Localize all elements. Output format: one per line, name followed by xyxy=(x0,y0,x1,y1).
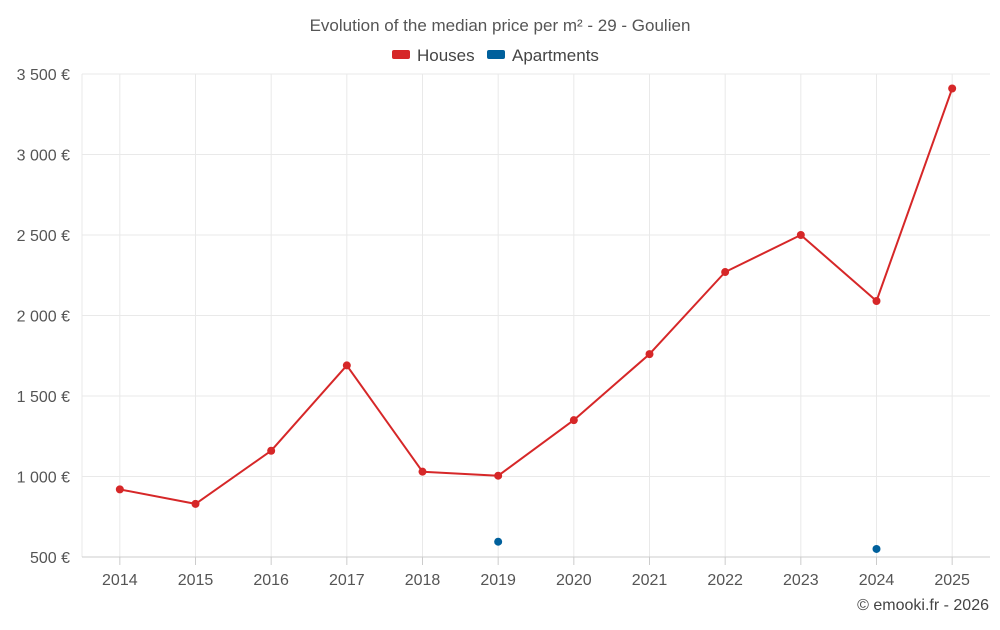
y-tick-label: 3 500 € xyxy=(17,67,70,84)
x-tick-label: 2017 xyxy=(329,572,365,589)
chart-title: Evolution of the median price per m² - 2… xyxy=(310,16,691,35)
data-point-houses xyxy=(569,416,578,425)
x-tick-label: 2019 xyxy=(480,572,516,589)
data-point-houses xyxy=(721,268,730,277)
data-point-houses xyxy=(494,471,503,480)
x-tick-label: 2016 xyxy=(253,572,289,589)
data-point-houses xyxy=(267,446,276,455)
x-tick-label: 2014 xyxy=(102,572,138,589)
legend-label-houses: Houses xyxy=(417,46,475,65)
data-point-houses xyxy=(115,485,124,494)
series-area xyxy=(115,84,957,553)
legend-swatch-houses xyxy=(392,50,410,59)
y-tick-label: 2 500 € xyxy=(17,228,70,245)
x-tick-label: 2021 xyxy=(632,572,668,589)
x-tick-label: 2015 xyxy=(178,572,214,589)
data-point-houses xyxy=(796,231,805,239)
x-tick-label: 2022 xyxy=(707,572,743,589)
data-point-apartments xyxy=(872,544,881,553)
data-point-houses xyxy=(948,84,957,93)
data-point-houses xyxy=(342,361,351,370)
y-tick-label: 2 000 € xyxy=(17,309,70,326)
x-tick-label: 2018 xyxy=(405,572,441,589)
y-tick-label: 1 500 € xyxy=(17,389,70,406)
data-point-houses xyxy=(191,499,200,508)
data-point-houses xyxy=(872,297,881,306)
legend: Houses Apartments xyxy=(392,46,599,65)
legend-swatch-apartments xyxy=(487,50,505,59)
y-tick-label: 3 000 € xyxy=(17,148,70,165)
y-tick-label: 1 000 € xyxy=(17,470,70,487)
data-point-houses xyxy=(645,350,654,359)
data-point-houses xyxy=(418,467,427,476)
credit-text: © emooki.fr - 2026 xyxy=(857,597,989,614)
series-line-houses xyxy=(119,88,954,505)
data-point-apartments xyxy=(494,537,503,546)
y-tick-label: 500 € xyxy=(30,550,70,567)
legend-label-apartments: Apartments xyxy=(512,46,599,65)
x-tick-label: 2025 xyxy=(934,572,970,589)
grid xyxy=(82,73,990,557)
axes: 500 € 1 000 € 1 500 € 2 000 € 2 500 € 3 000 €… xyxy=(17,67,990,589)
x-tick-label: 2024 xyxy=(859,572,895,589)
x-tick-label: 2023 xyxy=(783,572,819,589)
x-tick-label: 2020 xyxy=(556,572,592,589)
